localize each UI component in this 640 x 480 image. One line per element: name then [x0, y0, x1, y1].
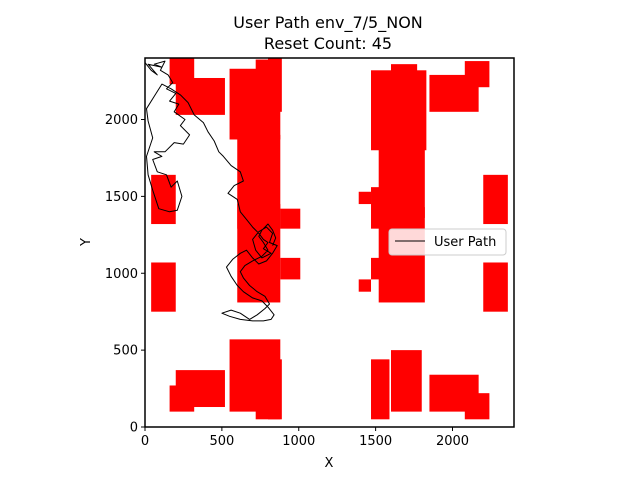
obstacle-24 [175, 370, 225, 408]
x-axis-label: X [325, 456, 334, 471]
y-tick-label: 1500 [105, 190, 138, 205]
obstacle-11 [151, 262, 176, 312]
obstacle-29 [391, 350, 422, 412]
x-tick-label: 2000 [436, 434, 469, 449]
obstacle-4 [268, 58, 282, 112]
chart-title: User Path env_7/5_NON [233, 13, 423, 33]
obstacle-15 [358, 191, 372, 205]
legend: User Path [388, 228, 507, 256]
path-layer [145, 60, 278, 322]
ticks-layer: 0 500 1000 1500 2000 0 500 1000 1500 2000 [105, 113, 469, 449]
obstacle-1 [175, 77, 225, 115]
x-tick-label: 1000 [282, 434, 315, 449]
x-tick-label: 0 [141, 434, 149, 449]
x-tick-label: 500 [209, 434, 234, 449]
obstacle-14 [280, 208, 301, 229]
obstacle-9 [151, 174, 176, 225]
obstacle-8 [464, 61, 490, 88]
y-axis-label: Y [79, 238, 94, 247]
y-tick-label: 1000 [105, 267, 138, 282]
obstacle-12 [483, 262, 508, 312]
user-path-line-0 [145, 60, 278, 322]
obstacle-31 [464, 393, 490, 420]
obstacle-28 [371, 359, 390, 420]
y-tick-label: 0 [130, 421, 138, 436]
legend-label: User Path [434, 235, 496, 250]
obstacle-6 [391, 64, 418, 120]
obstacle-27 [268, 359, 282, 420]
obstacle-20 [358, 279, 372, 292]
legend-box [388, 228, 507, 256]
obstacles-layer [151, 58, 508, 420]
obstacle-17 [378, 141, 425, 218]
chart-subtitle: Reset Count: 45 [264, 34, 392, 53]
y-tick-label: 500 [113, 344, 138, 359]
obstacle-10 [483, 174, 508, 225]
y-tick-label: 2000 [105, 113, 138, 128]
plot-frame [144, 57, 515, 428]
x-tick-label: 1500 [359, 434, 392, 449]
obstacle-19 [280, 257, 301, 280]
